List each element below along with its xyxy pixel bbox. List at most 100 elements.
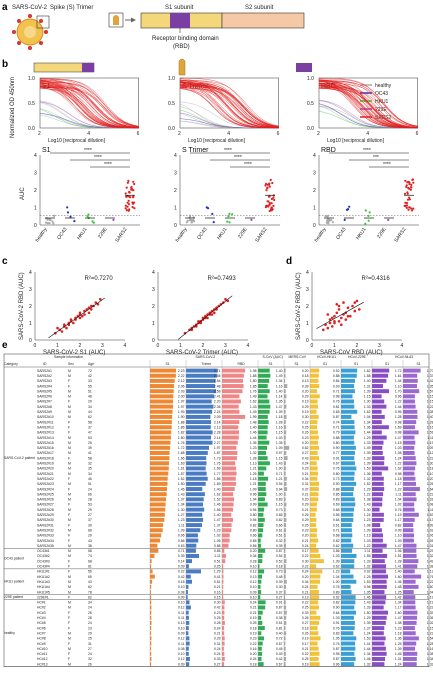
table-row-id: HC#11: [37, 652, 47, 656]
table-value: 1.44: [364, 647, 371, 651]
table-value: 0.88: [214, 544, 221, 548]
table-bar: [403, 487, 420, 491]
table-value: 1.08: [427, 503, 433, 507]
auc-point-SARS2: [124, 207, 127, 210]
table-bar: [222, 595, 224, 600]
table-bar: [258, 378, 270, 383]
table-value: 1.31: [427, 544, 433, 548]
table-bar: [258, 615, 262, 620]
auc-point-SARS2: [133, 207, 136, 210]
table-bar: [222, 451, 238, 455]
table-value: 2.54: [214, 379, 221, 383]
table-bar: [403, 548, 417, 553]
table-bar: [186, 373, 217, 378]
table-value: 1.53: [364, 467, 371, 471]
curve-ytick: 1.0: [307, 76, 314, 82]
table-value: 0.10: [250, 595, 257, 599]
scatter-point: [183, 331, 187, 335]
table-bar: [150, 651, 152, 656]
table-row-id: SARS2#7: [37, 400, 52, 404]
table-value: 0.71: [333, 389, 340, 393]
table-bar: [150, 399, 173, 404]
scatter-point: [90, 304, 93, 308]
scatter-ytick: 1: [306, 321, 309, 327]
table-bar: [186, 404, 214, 409]
auc-point-HKU1: [92, 221, 95, 224]
table-value: 0.13: [250, 575, 257, 579]
table-value: 1.52: [178, 477, 185, 481]
table-bar: [341, 662, 355, 667]
table-value: 0.30: [302, 415, 309, 419]
table-value: 0.85: [333, 492, 340, 496]
scatter-xtick: 2: [202, 343, 205, 349]
table-value: 0.22: [302, 565, 309, 569]
table-bar: [258, 456, 268, 461]
table-value: 0.65: [250, 539, 257, 543]
table-bar: [284, 590, 286, 594]
table-row-age: 28: [88, 616, 92, 620]
table-value: 0.86: [178, 539, 185, 543]
table-row-id: SARS2#14: [37, 436, 54, 440]
table-value: 1.88: [250, 374, 257, 378]
table-bar: [284, 414, 287, 419]
scatter-xlabel: SARS-CoV-2 Trimer (AUC): [166, 350, 238, 356]
auc-point-healthy: [46, 222, 49, 225]
auc-point-healthy: [185, 221, 188, 224]
curve-ytick: 1.0: [28, 76, 35, 82]
table-value: 2.13: [214, 425, 221, 429]
table-value: 1.73: [214, 456, 221, 460]
auc-ytick: 4: [313, 153, 316, 159]
table-assay-group: SARS-CoV-2: [196, 355, 216, 359]
table-value: 0.62: [302, 446, 309, 450]
table-value: 1.57: [427, 389, 433, 393]
table-row-id: OC43#1: [37, 549, 50, 553]
table-bar: [341, 538, 352, 543]
auc-point-SARS2: [130, 187, 133, 190]
curve-frame: [39, 77, 139, 129]
table-value: 0.71: [276, 472, 283, 476]
table-bar: [186, 646, 189, 651]
table-value: 0.77: [333, 451, 340, 455]
scatter-point: [328, 321, 332, 325]
table-value: 0.96: [395, 395, 402, 399]
table-value: 1.26: [427, 482, 433, 486]
table-value: 0.30: [302, 559, 309, 563]
table-value: 1.33: [364, 441, 371, 445]
scatter-point: [326, 326, 330, 330]
table-bar: [222, 404, 239, 409]
table-value: 0.12: [250, 580, 257, 584]
table-bar: [284, 368, 286, 373]
table-value: 1.36: [364, 472, 371, 476]
table-bar: [222, 466, 237, 471]
table-bar: [150, 523, 163, 528]
table-value: 1.38: [395, 621, 402, 625]
table-value: 0.84: [333, 379, 340, 383]
table-value: 1.31: [427, 498, 433, 502]
table-value: 0.24: [302, 570, 309, 574]
auc-point-HKU1: [364, 222, 367, 225]
table-value: 0.10: [178, 601, 185, 605]
table-bar: [150, 404, 173, 409]
table-value: 1.39: [364, 462, 371, 466]
table-value: 0.32: [276, 539, 283, 543]
table-value: 1.38: [427, 652, 433, 656]
curve-xtick: 4: [227, 131, 230, 137]
table-bar: [222, 435, 239, 440]
table-value: 0.93: [333, 384, 340, 388]
table-bar: [150, 610, 152, 615]
table-bar: [284, 384, 288, 388]
table-bar: [310, 538, 319, 543]
table-value: 1.39: [333, 559, 340, 563]
table-row-sex: M: [68, 606, 71, 610]
table-value: 1.33: [364, 559, 371, 563]
table-bar: [222, 605, 225, 610]
panel-letter-a: a: [2, 2, 8, 13]
auc-point-healthy: [190, 219, 193, 222]
table-bar: [258, 435, 267, 440]
table-value: 0.11: [178, 642, 184, 646]
table-row-sex: M: [68, 410, 71, 414]
table-value: 0.23: [302, 436, 309, 440]
table-value: 0.41: [214, 575, 221, 579]
